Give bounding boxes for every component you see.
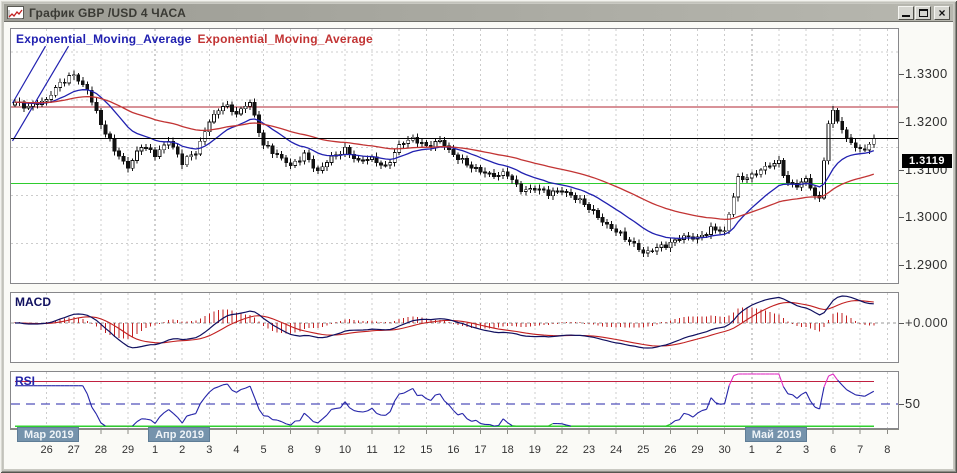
x-axis-day-label: 7 — [857, 444, 864, 456]
x-axis-day-label: 19 — [528, 444, 541, 456]
window-controls: × — [897, 5, 950, 20]
x-axis-day-label: 5 — [260, 444, 267, 456]
month-marker-box: Май 2019 — [744, 427, 807, 442]
price-tick-label: 1.3300 — [905, 65, 948, 81]
close-icon: × — [938, 5, 946, 20]
x-axis-day-label: 2 — [775, 444, 782, 456]
x-axis-day-label: 8 — [884, 444, 891, 456]
price-tick-label: 1.3200 — [905, 113, 948, 129]
line-chart-icon[interactable] — [7, 6, 24, 20]
rsi-label: RSI — [15, 374, 36, 388]
x-axis-day-label: 16 — [447, 444, 460, 456]
price-chart-panel: Exponential_Moving_Average Exponential_Mo… — [10, 28, 899, 284]
month-marker-box: Апр 2019 — [148, 427, 211, 442]
axis-tick-mark — [899, 404, 904, 405]
x-axis-day-label: 29 — [691, 444, 704, 456]
price-tick-label: 1.2900 — [905, 257, 948, 273]
axis-tick-mark — [899, 122, 904, 123]
x-axis-day-label: 11 — [366, 444, 378, 456]
x-axis-day-label: 8 — [287, 444, 294, 456]
rsi-panel: RSI — [10, 371, 899, 429]
macd-panel: MACD — [10, 292, 899, 363]
x-axis-day-label: 28 — [94, 444, 107, 456]
x-axis-day-label: 26 — [40, 444, 53, 456]
x-axis-day-label: 24 — [610, 444, 623, 456]
macd-label: MACD — [15, 295, 51, 309]
minimize-icon — [902, 14, 910, 17]
titlebar[interactable]: График GBP /USD 4 ЧАСА × — [4, 4, 953, 22]
window-title: График GBP /USD 4 ЧАСА — [29, 5, 186, 20]
axis-tick-mark — [899, 323, 904, 324]
price-tick-label: 1.3000 — [905, 209, 948, 225]
x-axis-day-label: 6 — [830, 444, 837, 456]
x-axis-day-label: 2 — [179, 444, 186, 456]
axis-tick-mark — [899, 74, 904, 75]
x-axis-day-label: 23 — [582, 444, 596, 456]
ema-slow-legend-label: Exponential_Moving_Average — [197, 32, 373, 46]
axis-tick-mark — [899, 217, 904, 218]
current-price-badge: 1.3119 — [902, 153, 952, 168]
x-axis-day-label: 27 — [67, 444, 80, 456]
axis-tick-mark — [899, 170, 904, 171]
x-axis-day-label: 10 — [338, 444, 352, 456]
x-axis-day-label: 1 — [748, 444, 755, 456]
minimize-button[interactable] — [898, 5, 914, 20]
axis-tick-mark — [899, 265, 904, 266]
macd-plot[interactable] — [11, 293, 898, 362]
price-chart-plot[interactable] — [11, 29, 898, 283]
x-axis-day-label: 4 — [233, 444, 240, 456]
maximize-button[interactable] — [915, 5, 931, 20]
x-axis-day-label: 9 — [314, 444, 321, 456]
month-marker-box: Мар 2019 — [17, 427, 79, 442]
x-axis-day-label: 1 — [152, 444, 159, 456]
x-axis-day-label: 18 — [501, 444, 514, 456]
maximize-icon — [918, 8, 928, 17]
indicator-legend: Exponential_Moving_Average Exponential_Mo… — [16, 32, 379, 46]
x-axis-day-label: 29 — [121, 444, 135, 456]
x-axis-day-label: 15 — [420, 444, 433, 456]
x-axis-day-label: 30 — [718, 444, 731, 456]
rsi-mid-label: 50 — [905, 396, 921, 411]
x-axis-day-label: 17 — [474, 444, 487, 456]
close-button[interactable]: × — [934, 5, 950, 20]
x-axis-day-label: 22 — [555, 444, 569, 456]
chart-client-area: Exponential_Moving_Average Exponential_Mo… — [4, 22, 953, 469]
ema-fast-legend-label: Exponential_Moving_Average — [16, 32, 192, 46]
x-axis-day-label: 25 — [637, 444, 650, 456]
x-axis-day-label: 26 — [664, 444, 677, 456]
x-axis-day-label: 12 — [393, 444, 406, 456]
x-axis-day-label: 3 — [206, 444, 213, 456]
macd-zero-label: +0.000 — [905, 315, 949, 330]
rsi-plot[interactable] — [11, 372, 898, 428]
x-axis-day-label: 3 — [802, 444, 810, 456]
